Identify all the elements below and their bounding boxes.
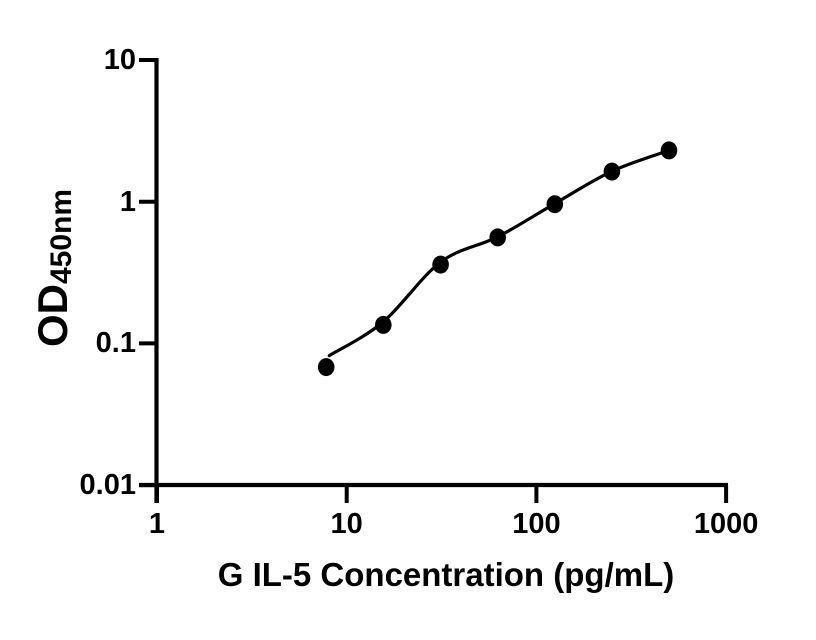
data-point [489, 228, 507, 247]
data-point [432, 255, 449, 274]
data-point [603, 162, 621, 181]
data-point [660, 141, 678, 160]
data-point [375, 315, 392, 334]
data-point [546, 195, 564, 214]
data-point [317, 358, 335, 377]
